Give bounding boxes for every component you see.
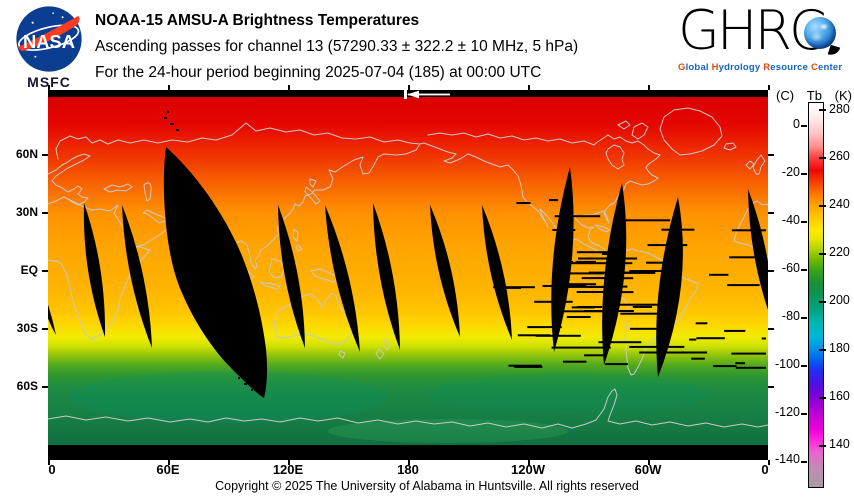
ghrc-acronym: GHRC: [678, 4, 846, 58]
lon-label-120w: 120W: [511, 462, 545, 477]
k-180: 180: [829, 341, 850, 355]
lon-label-180: 180: [397, 462, 419, 477]
subtitle-period: For the 24-hour period beginning 2025-07…: [95, 64, 542, 81]
k-220: 220: [829, 245, 850, 259]
lon-ticks-bottom: [48, 460, 770, 465]
c-80: -80: [781, 309, 800, 323]
k-200: 200: [829, 293, 850, 307]
colorbar-unit-k: (K): [834, 88, 852, 103]
c-60: -60: [781, 261, 800, 275]
c-40: -40: [781, 213, 800, 227]
missing-scanlines: [493, 199, 766, 369]
lat-ticks-right: [768, 154, 774, 388]
lat-label-60n: 60N: [15, 147, 38, 161]
page-title: NOAA-15 AMSU-A Brightness Temperatures: [95, 12, 420, 29]
copyright-notice: Copyright © 2025 The University of Alaba…: [215, 479, 639, 493]
k-260: 260: [829, 149, 850, 163]
c-20: -20: [781, 165, 800, 179]
lon-label-60w: 60W: [634, 462, 662, 477]
lat-label-30n: 30N: [15, 205, 38, 219]
k-140: 140: [829, 437, 850, 451]
ghrc-logo: GHRC Global Hydrology Resource Center: [678, 4, 846, 74]
c-140: -140: [774, 452, 800, 466]
colorbar-kelvin-ticks: [819, 109, 826, 447]
no-data-swaths: [48, 111, 768, 398]
colorbar-header: (C) Tb (K): [776, 88, 852, 103]
cursor-arrow-icon: [404, 90, 450, 99]
c-100: -100: [774, 357, 800, 371]
k-160: 160: [829, 389, 850, 403]
ghrc-globe-icon: [803, 17, 836, 49]
subtitle-channel: Ascending passes for channel 13 (57290.3…: [95, 38, 579, 55]
colorbar-celsius-ticks: [801, 125, 807, 463]
brightness-temperature-map: [48, 90, 768, 460]
k-280: 280: [829, 102, 850, 116]
nasa-meatball-icon: NASA: [16, 6, 82, 72]
ghrc-tagline: Global Hydrology Resource Center: [678, 62, 843, 73]
lat-label-30s: 30S: [16, 321, 38, 335]
colorbar-unit-c: (C): [776, 88, 795, 103]
lon-ticks-top: [48, 85, 770, 90]
world-map: [48, 90, 768, 460]
nasa-logo: NASA MSFC: [12, 5, 86, 90]
c-120: -120: [774, 405, 800, 419]
header-titles: NOAA-15 AMSU-A Brightness Temperatures A…: [95, 8, 695, 86]
lat-ticks-left: [42, 154, 48, 388]
lon-label-60e: 60E: [156, 462, 180, 477]
lon-label-0e: 0: [48, 462, 56, 477]
nasa-acronym: NASA: [23, 31, 75, 52]
colorbar-quantity: Tb: [806, 88, 822, 103]
lat-label-60s: 60S: [16, 379, 38, 393]
k-240: 240: [829, 197, 850, 211]
lon-label-0w: 0: [761, 462, 769, 477]
lat-label-eq: EQ: [20, 263, 38, 277]
ghrc-globe-stand: [827, 44, 841, 58]
lon-label-120e: 120E: [272, 462, 304, 477]
c-0: 0: [793, 117, 800, 131]
